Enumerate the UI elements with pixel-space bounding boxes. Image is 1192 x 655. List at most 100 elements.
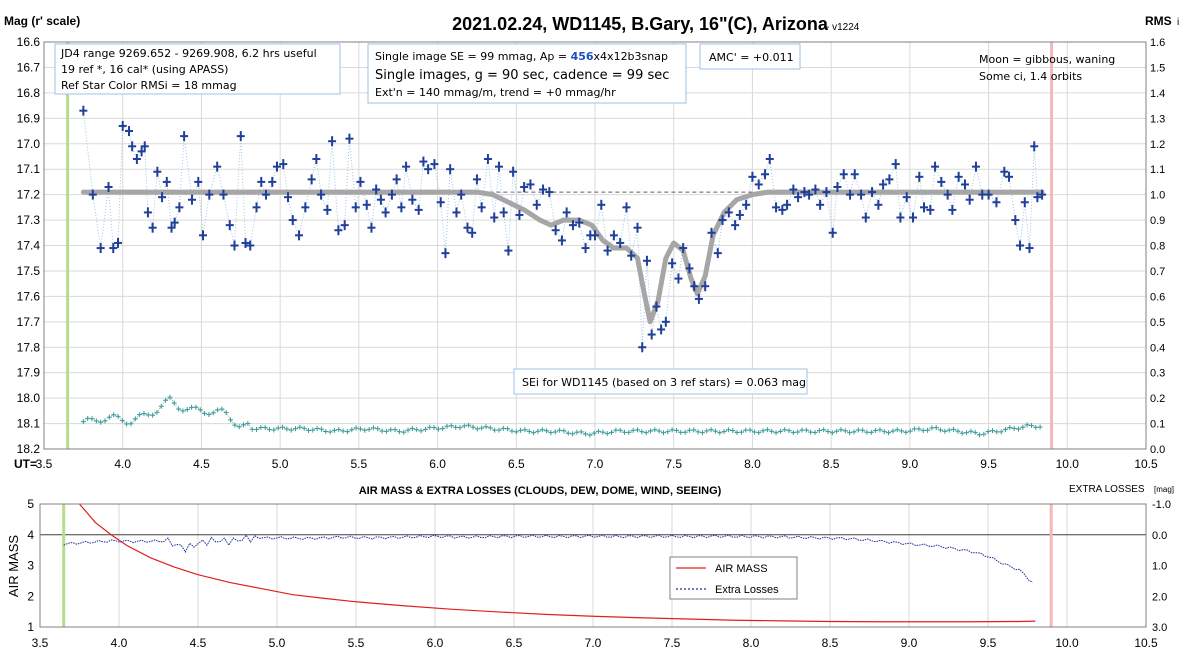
rms-data-point — [392, 427, 398, 433]
mag-data-point — [408, 194, 417, 205]
rms-data-point — [132, 416, 138, 422]
rms-data-point — [431, 425, 437, 431]
top-tick-labels: 16.6 16.7 16.8 16.9 17.0 17.1 17.2 17.3 17.4 17.5… — [17, 35, 1166, 471]
rms-data-point — [301, 425, 307, 431]
rms-data-point — [202, 410, 208, 416]
top-x-tick-label: 10.5 — [1134, 457, 1158, 471]
rms-data-point — [886, 430, 892, 436]
top-y2-tick-label: 1.3 — [1150, 113, 1165, 125]
rms-data-point — [513, 429, 519, 435]
rms-data-point — [176, 406, 182, 412]
rms-data-point — [847, 430, 853, 436]
rms-data-point — [223, 410, 229, 416]
rms-data-point — [254, 426, 260, 432]
rms-data-point — [942, 428, 948, 434]
mag-data-point — [494, 161, 503, 172]
mag-data-point — [96, 243, 105, 254]
bottom-y-tick-label: 3 — [27, 559, 34, 573]
rms-data-point — [1002, 426, 1008, 432]
jd-line2: 19 ref *, 16 cal* (using APASS) — [61, 63, 228, 76]
rms-data-point — [552, 429, 558, 435]
bottom-y2-tick-label: 3.0 — [1152, 622, 1167, 634]
rms-data-point — [189, 404, 195, 410]
mag-data-point — [194, 176, 203, 187]
mag-data-point — [252, 202, 261, 213]
mag-data-point — [472, 174, 481, 185]
rms-data-point — [907, 428, 913, 434]
se-line1: Single image SE = 99 mmag, Ap = 456x4x12… — [375, 50, 668, 63]
rms-data-point — [128, 421, 134, 427]
top-x-tick-label: 7.0 — [587, 457, 604, 471]
mag-data-point — [1005, 171, 1014, 182]
mag-data-point — [402, 161, 411, 172]
mag-data-point — [539, 184, 548, 195]
rms-data-point — [440, 426, 446, 432]
mag-data-point — [603, 245, 612, 256]
se-line3: Ext'n = 140 mmag/m, trend = +0 mmag/hr — [375, 86, 616, 99]
rms-data-point — [678, 429, 684, 435]
rms-data-point — [777, 428, 783, 434]
rms-data-point — [193, 404, 199, 410]
mag-data-point — [668, 258, 677, 269]
mag-data-point — [1011, 215, 1020, 226]
mag-data-point — [79, 105, 88, 116]
top-y-tick-label: 17.7 — [17, 315, 41, 329]
top-y-tick-label: 17.6 — [17, 289, 41, 303]
mag-data-point — [850, 169, 859, 180]
bottom-y-tick-label: 5 — [27, 497, 34, 511]
mag-data-point — [170, 217, 179, 228]
rms-data-point — [89, 416, 95, 422]
top-y2-tick-label: 1.2 — [1150, 139, 1165, 151]
mag-data-point — [707, 227, 716, 238]
rms-data-point — [518, 427, 524, 433]
mag-data-point — [971, 161, 980, 172]
rms-data-point — [466, 422, 472, 428]
mag-data-point — [896, 212, 905, 223]
rms-data-point — [453, 424, 459, 430]
rms-data-point — [873, 427, 879, 433]
mag-data-point — [219, 189, 228, 200]
rms-data-point — [609, 429, 615, 435]
rms-data-point — [587, 432, 593, 438]
bottom-x-tick-label: 10.0 — [1055, 636, 1079, 650]
bottom-x-tick-label: 7.5 — [664, 636, 681, 650]
rms-data-point — [769, 428, 775, 434]
top-x-tick-label: 5.5 — [351, 457, 368, 471]
top-y2-tick-label: 0.8 — [1150, 241, 1165, 253]
rms-data-point — [383, 428, 389, 434]
mag-data-point — [436, 197, 445, 208]
mag-connector-line — [82, 110, 1043, 348]
mag-data-point — [515, 209, 524, 220]
mag-data-point — [162, 176, 171, 187]
rms-data-point — [990, 428, 996, 434]
mag-data-point — [199, 230, 208, 241]
top-x-tick-label: 9.0 — [902, 457, 919, 471]
se-line2: Single images, g = 90 sec, cadence = 99 … — [375, 68, 669, 83]
mag-data-point — [879, 179, 888, 190]
rms-data-point — [305, 427, 311, 433]
bottom-series — [62, 503, 1053, 627]
rms-data-point — [821, 427, 827, 433]
mag-data-point — [679, 243, 688, 254]
rms-data-point — [522, 427, 528, 433]
mag-data-point — [857, 189, 866, 200]
rms-data-point — [150, 412, 156, 418]
top-plot-frame — [43, 41, 1147, 450]
rms-data-point — [583, 431, 589, 437]
rms-data-point — [370, 425, 376, 431]
rms-data-point — [388, 427, 394, 433]
rms-data-point — [435, 426, 441, 432]
mag-data-point — [909, 212, 918, 223]
bottom-left-axis-label: AIR MASS — [6, 535, 21, 597]
left-axis-label: Mag (r' scale) — [4, 14, 80, 28]
mag-data-point — [846, 189, 855, 200]
rms-data-point — [163, 397, 169, 403]
rms-data-point — [124, 421, 130, 427]
bottom-tick-labels: 5 4 3 2 1 -1.0 0.0 1.0 2.0 3.0 3.5 4.0 4.5 5.0 5.5 6.0 6… — [27, 497, 1171, 650]
mag-data-point — [236, 131, 245, 142]
top-y2-tick-label: 0.0 — [1150, 444, 1165, 456]
mag-data-point — [685, 263, 694, 274]
rms-data-point — [868, 429, 874, 435]
top-y-tick-label: 18.0 — [17, 391, 41, 405]
mag-data-point — [920, 202, 929, 213]
